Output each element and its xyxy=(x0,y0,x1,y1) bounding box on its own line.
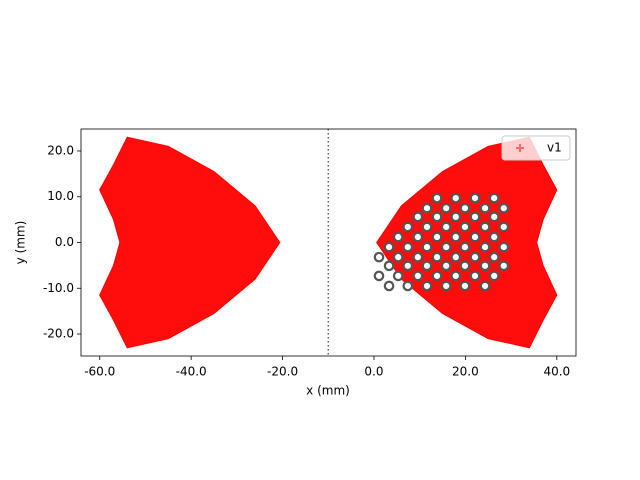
ring-marker xyxy=(431,251,443,263)
ring-marker xyxy=(431,211,443,223)
ring-marker xyxy=(383,260,395,272)
ring-marker xyxy=(450,251,462,263)
y-tick-label: 0.0 xyxy=(55,235,74,249)
ring-marker xyxy=(488,270,500,282)
legend-label: v1 xyxy=(547,141,562,155)
ring-marker xyxy=(488,211,500,223)
ring-marker xyxy=(469,211,481,223)
ring-marker xyxy=(421,202,433,214)
ring-marker xyxy=(440,280,452,292)
ring-marker xyxy=(440,260,452,272)
ring-marker xyxy=(450,231,462,243)
ring-marker xyxy=(431,192,443,204)
ring-marker xyxy=(450,270,462,282)
y-tick-label: 10.0 xyxy=(47,189,74,203)
ring-marker xyxy=(383,280,395,292)
ring-marker xyxy=(459,221,471,233)
ring-marker xyxy=(392,270,404,282)
ring-marker xyxy=(440,202,452,214)
ring-marker xyxy=(421,221,433,233)
x-tick-label: 40.0 xyxy=(543,365,570,379)
ring-marker xyxy=(488,192,500,204)
ring-marker xyxy=(498,260,510,272)
ring-marker xyxy=(479,280,491,292)
y-tick-label: 20.0 xyxy=(47,143,74,157)
ring-marker xyxy=(402,280,414,292)
ring-marker xyxy=(412,231,424,243)
ring-marker xyxy=(440,221,452,233)
point-cloud xyxy=(99,136,558,349)
ring-marker xyxy=(392,231,404,243)
y-axis-label: y (mm) xyxy=(14,221,28,265)
ring-marker xyxy=(479,241,491,253)
ring-marker xyxy=(412,270,424,282)
ring-marker xyxy=(459,280,471,292)
ring-marker xyxy=(440,241,452,253)
ring-marker xyxy=(459,202,471,214)
ring-marker xyxy=(469,251,481,263)
x-tick-label: 20.0 xyxy=(452,365,479,379)
ring-marker xyxy=(479,202,491,214)
ring-marker xyxy=(469,231,481,243)
ring-marker xyxy=(498,202,510,214)
ring-marker xyxy=(488,231,500,243)
ring-marker xyxy=(459,241,471,253)
ring-marker xyxy=(421,280,433,292)
ring-marker xyxy=(469,270,481,282)
ring-marker xyxy=(431,231,443,243)
ring-marker xyxy=(392,251,404,263)
ring-marker xyxy=(459,260,471,272)
x-tick-label: 0.0 xyxy=(364,365,383,379)
x-tick-label: -40.0 xyxy=(176,365,207,379)
ring-marker xyxy=(412,251,424,263)
ring-marker xyxy=(421,260,433,272)
x-tick-label: -60.0 xyxy=(84,365,115,379)
ring-marker xyxy=(383,241,395,253)
ring-marker xyxy=(498,241,510,253)
ring-marker xyxy=(479,260,491,272)
ring-marker xyxy=(373,251,385,263)
ring-marker xyxy=(373,270,385,282)
plot-area xyxy=(99,129,558,356)
ring-marker xyxy=(402,221,414,233)
ring-marker xyxy=(421,241,433,253)
y-tick-label: -10.0 xyxy=(43,281,74,295)
ring-marker xyxy=(431,270,443,282)
ring-marker xyxy=(450,192,462,204)
x-tick-label: -20.0 xyxy=(267,365,298,379)
legend-box xyxy=(501,135,571,161)
ring-marker xyxy=(412,211,424,223)
x-axis-label: x (mm) xyxy=(306,384,350,398)
ring-marker xyxy=(469,192,481,204)
legend: v1 xyxy=(501,135,571,161)
ring-marker xyxy=(402,260,414,272)
ring-marker xyxy=(450,211,462,223)
ring-marker xyxy=(498,221,510,233)
ring-marker xyxy=(488,251,500,263)
ring-marker xyxy=(479,221,491,233)
legend-marker xyxy=(516,144,524,152)
ring-marker xyxy=(402,241,414,253)
y-tick-label: -20.0 xyxy=(43,327,74,341)
